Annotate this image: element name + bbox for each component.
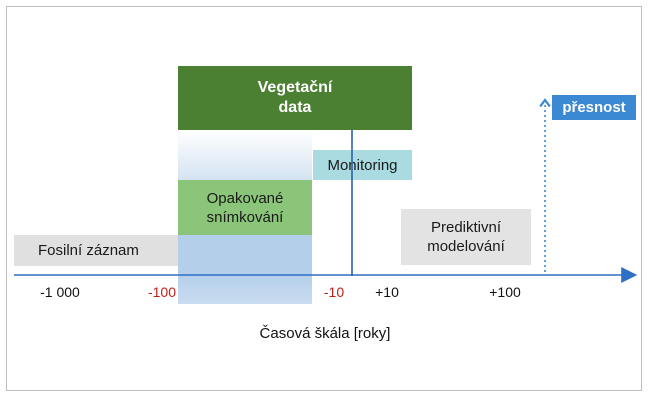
precision-label-box: přesnost	[552, 95, 636, 120]
axis-tick-label: +100	[489, 284, 521, 300]
axis-tick-label: +10	[375, 284, 399, 300]
repeated-imaging-line-2: snímkování	[206, 208, 284, 226]
axis-tick-label: -100	[147, 284, 177, 300]
predictive-line-2: modelování	[427, 238, 505, 255]
axis-title: Časová škála [roky]	[259, 325, 391, 342]
vegetation-data-box: Vegetační data	[178, 66, 412, 130]
vegetation-line-1: Vegetační	[257, 79, 333, 96]
monitoring-label: Monitoring	[327, 156, 398, 174]
imaging-time-band	[178, 235, 312, 304]
axis-tick-label: -10	[323, 284, 345, 300]
monitoring-box: Monitoring	[313, 150, 412, 180]
axis-tick-label: -1 000	[40, 284, 80, 300]
predictive-line-1: Prediktivní	[430, 219, 502, 236]
predictive-modeling-box: Prediktivní modelování	[401, 209, 531, 265]
fossil-record-label: Fosilní záznam	[38, 242, 139, 259]
precision-label: přesnost	[562, 99, 626, 116]
repeated-imaging-box: Opakované snímkování	[178, 180, 312, 235]
imaging-gradient-band	[178, 130, 312, 180]
fossil-record-box: Fosilní záznam	[14, 235, 178, 266]
repeated-imaging-line-1: Opakované	[206, 189, 284, 207]
vegetation-line-2: data	[278, 99, 312, 116]
